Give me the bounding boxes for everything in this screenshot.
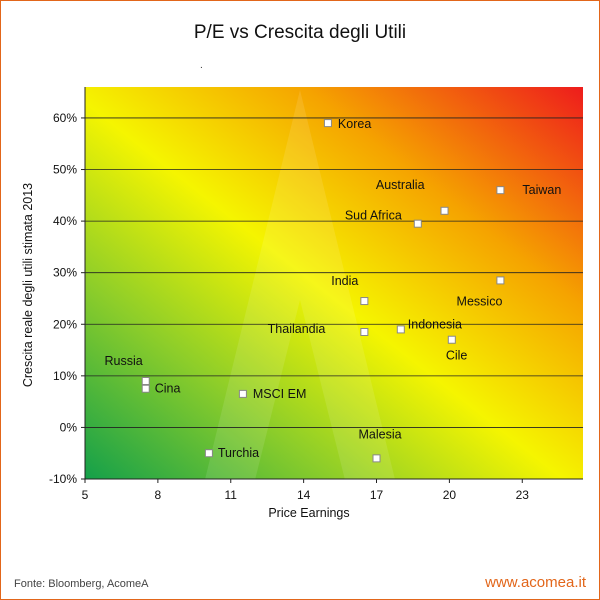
point-label-australia: Australia <box>376 178 425 192</box>
point-cile <box>447 335 456 344</box>
point-taiwan <box>496 186 505 195</box>
point-turchia <box>204 449 213 458</box>
point-india <box>360 297 369 306</box>
site-url: www.acomea.it <box>485 574 586 591</box>
point-label-messico: Messico <box>457 294 503 308</box>
y-tick-label: 50% <box>53 163 77 177</box>
point-label-india: India <box>331 274 358 288</box>
point-label-turchia: Turchia <box>218 446 259 460</box>
point-label-sud-africa: Sud Africa <box>345 209 402 223</box>
point-label-russia: Russia <box>105 354 143 368</box>
point-label-korea: Korea <box>338 117 371 131</box>
x-tick-label: 11 <box>225 488 238 502</box>
y-tick-label: 0% <box>60 420 78 434</box>
points: Korea Taiwan Australia Sud Africa Messico Ind… <box>105 117 561 463</box>
point-malesia <box>372 454 381 463</box>
x-tick-label: 20 <box>443 488 457 502</box>
source-note: Fonte: Bloomberg, AcomeA <box>14 578 149 590</box>
point-russia <box>141 377 150 385</box>
point-label-msci-em: MSCI EM <box>253 387 306 401</box>
title-dot: . <box>200 60 203 71</box>
x-tick-label: 14 <box>297 488 311 502</box>
point-messico <box>496 276 505 285</box>
x-tick-label: 23 <box>516 488 530 502</box>
point-msci-em <box>238 389 247 398</box>
point-indonesia <box>396 325 405 334</box>
y-tick-label: 20% <box>53 317 77 331</box>
y-tick-label: 10% <box>53 369 77 383</box>
y-tick-label: 40% <box>53 214 77 228</box>
point-australia <box>440 206 449 215</box>
y-tick-label: -10% <box>49 472 77 486</box>
point-label-thailandia: Thailandia <box>268 322 326 336</box>
y-tick-label: 30% <box>53 266 77 280</box>
chart-title: P/E vs Crescita degli Utili <box>193 22 407 43</box>
watermark-logo <box>200 90 400 500</box>
point-label-taiwan: Taiwan <box>522 183 561 197</box>
point-korea <box>323 119 332 128</box>
point-label-indonesia: Indonesia <box>408 317 462 331</box>
axes: -10% 0% 10% 20% 30% 40% 50% 60% 5 8 11 14 17 20 23 <box>49 87 583 502</box>
point-label-cile: Cile <box>446 349 468 363</box>
x-tick-label: 8 <box>155 488 162 502</box>
point-thailandia <box>360 328 369 336</box>
point-sud-africa <box>413 219 422 228</box>
point-label-malesia: Malesia <box>359 427 402 441</box>
watermark-shape <box>200 90 400 500</box>
point-cina <box>141 384 150 393</box>
y-axis-label: Crescita reale degli utili stimata 2013 <box>21 183 35 387</box>
point-label-cina: Cina <box>155 382 181 396</box>
x-axis-label: Price Earnings <box>268 506 349 520</box>
gridlines <box>85 117 583 480</box>
x-tick-label: 5 <box>82 488 89 502</box>
x-tick-label: 17 <box>370 488 384 502</box>
y-tick-label: 60% <box>53 111 77 125</box>
